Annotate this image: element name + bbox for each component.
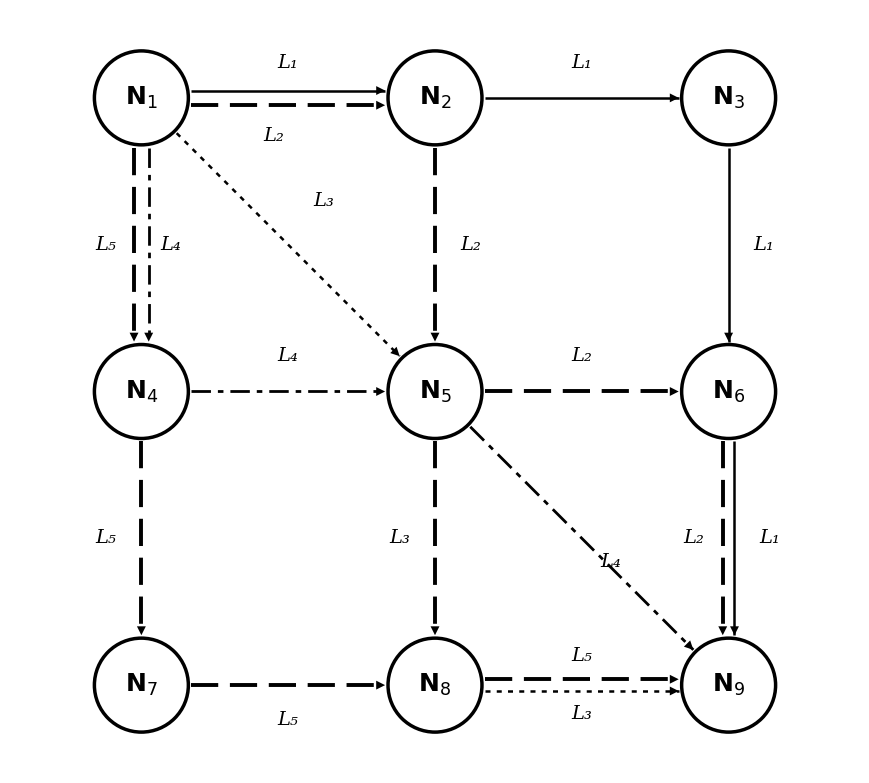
Text: L₂: L₂ <box>571 348 592 365</box>
Text: $\mathbf{N}_{1}$: $\mathbf{N}_{1}$ <box>125 85 157 111</box>
Text: $\mathbf{N}_{7}$: $\mathbf{N}_{7}$ <box>125 672 157 698</box>
Text: $\mathbf{N}_{5}$: $\mathbf{N}_{5}$ <box>418 378 451 405</box>
Text: $\mathbf{N}_{3}$: $\mathbf{N}_{3}$ <box>712 85 744 111</box>
Circle shape <box>94 345 188 438</box>
Circle shape <box>388 345 481 438</box>
Circle shape <box>681 51 775 145</box>
Circle shape <box>681 345 775 438</box>
Text: L₂: L₂ <box>262 127 283 145</box>
Text: L₂: L₂ <box>682 529 703 547</box>
Text: L₁: L₁ <box>753 236 773 254</box>
Text: L₁: L₁ <box>571 54 592 71</box>
Text: $\mathbf{N}_{4}$: $\mathbf{N}_{4}$ <box>124 378 158 405</box>
Text: L₅: L₅ <box>277 712 298 729</box>
Text: L₅: L₅ <box>571 647 592 665</box>
Text: L₃: L₃ <box>313 192 334 210</box>
Text: $\mathbf{N}_{2}$: $\mathbf{N}_{2}$ <box>418 85 451 111</box>
Text: $\mathbf{N}_{8}$: $\mathbf{N}_{8}$ <box>418 672 451 698</box>
Text: $\mathbf{N}_{9}$: $\mathbf{N}_{9}$ <box>712 672 744 698</box>
Circle shape <box>94 51 188 145</box>
Text: L₄: L₄ <box>160 236 181 254</box>
Text: L₄: L₄ <box>600 553 620 571</box>
Text: $\mathbf{N}_{6}$: $\mathbf{N}_{6}$ <box>711 378 745 405</box>
Text: L₄: L₄ <box>277 348 298 365</box>
Text: L₃: L₃ <box>389 529 409 547</box>
Text: L₁: L₁ <box>759 529 779 547</box>
Text: L₅: L₅ <box>96 529 116 547</box>
Text: L₁: L₁ <box>277 54 298 71</box>
Text: L₂: L₂ <box>460 236 480 254</box>
Text: L₃: L₃ <box>571 705 592 723</box>
Circle shape <box>388 51 481 145</box>
Circle shape <box>388 638 481 732</box>
Circle shape <box>94 638 188 732</box>
Circle shape <box>681 638 775 732</box>
Text: L₅: L₅ <box>96 236 116 254</box>
